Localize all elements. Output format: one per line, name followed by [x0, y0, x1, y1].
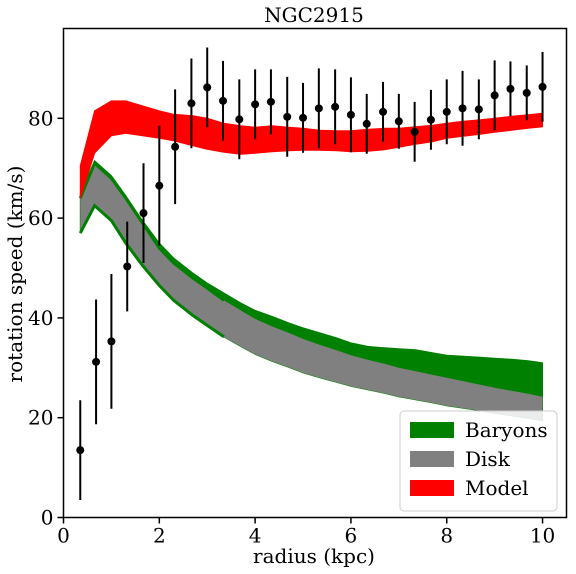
plot-frame — [62, 27, 568, 519]
legend-item: Disk — [410, 447, 511, 471]
data-point — [538, 51, 547, 122]
data-marker — [442, 107, 451, 116]
data-point — [187, 58, 196, 149]
legend: Baryons Disk Model — [399, 410, 558, 512]
data-point — [92, 299, 101, 425]
data-marker — [538, 82, 547, 91]
data-marker — [394, 117, 403, 126]
data-marker — [251, 100, 260, 109]
y-tick-label: 40 — [28, 306, 53, 330]
legend-swatch — [410, 451, 454, 467]
data-point — [458, 70, 467, 146]
chart-title: NGC2915 — [264, 3, 364, 27]
x-tick-label: 10 — [530, 524, 555, 548]
data-marker — [171, 142, 180, 151]
data-point — [506, 61, 515, 117]
data-marker — [187, 99, 196, 108]
data-marker — [522, 88, 531, 97]
x-tick-label: 6 — [345, 524, 358, 548]
data-marker — [299, 113, 308, 122]
legend-label: Model — [465, 476, 529, 500]
data-marker — [506, 84, 515, 93]
y-tick-label: 80 — [28, 106, 53, 130]
data-point — [362, 93, 371, 154]
data-point — [171, 89, 180, 205]
data-marker — [107, 337, 116, 346]
baryons-upper-edge — [78, 160, 225, 302]
data-point — [474, 79, 483, 140]
data-point — [76, 400, 85, 501]
data-point — [379, 81, 388, 142]
data-point — [331, 69, 340, 145]
data-point — [522, 65, 531, 121]
data-marker — [155, 181, 164, 190]
plot-area — [76, 47, 547, 501]
data-point — [123, 221, 132, 312]
data-marker — [235, 115, 244, 124]
legend-swatch — [410, 422, 454, 438]
data-marker — [331, 102, 340, 111]
data-point — [139, 163, 148, 264]
data-point — [235, 79, 244, 160]
data-point — [155, 125, 164, 246]
data-marker — [362, 119, 371, 128]
x-axis-label: radius (kpc) — [253, 544, 375, 568]
y-axis-label: rotation speed (km/s) — [3, 166, 27, 383]
data-marker — [426, 115, 435, 124]
axes: 0 2 4 6 8 10 0 20 40 60 80 — [28, 106, 555, 547]
data-marker — [92, 357, 101, 366]
data-marker — [490, 91, 499, 100]
data-point — [426, 89, 435, 150]
data-point — [107, 273, 116, 409]
data-marker — [346, 110, 355, 119]
data-marker — [379, 107, 388, 116]
x-tick-label: 8 — [440, 524, 453, 548]
legend-swatch — [410, 480, 454, 496]
data-marker — [474, 105, 483, 114]
x-tick-label: 2 — [153, 524, 166, 548]
x-tick-label: 0 — [57, 524, 70, 548]
data-marker — [219, 96, 228, 105]
data-point — [219, 60, 228, 141]
data-marker — [266, 97, 275, 106]
x-tick-label: 4 — [249, 524, 262, 548]
legend-label: Disk — [465, 447, 511, 471]
data-point — [410, 101, 419, 162]
data-point — [442, 79, 451, 145]
data-point — [283, 76, 292, 157]
data-marker — [76, 446, 85, 455]
disk-band — [80, 163, 543, 421]
legend-label: Baryons — [465, 418, 548, 442]
legend-item: Baryons — [410, 418, 548, 442]
data-point — [490, 60, 499, 131]
y-tick-label: 60 — [28, 206, 53, 230]
data-point — [266, 69, 275, 135]
data-point — [299, 82, 308, 153]
data-marker — [410, 127, 419, 136]
y-tick-label: 0 — [41, 506, 54, 530]
data-marker — [139, 209, 148, 218]
baryons-lower-edge — [78, 203, 225, 339]
model-band — [79, 100, 543, 199]
legend-item: Model — [410, 476, 529, 500]
y-tick-label: 20 — [28, 406, 53, 430]
data-point — [394, 93, 403, 149]
data-marker — [314, 104, 323, 113]
data-point — [314, 68, 323, 149]
data-point — [203, 47, 212, 128]
baryons-band — [79, 159, 543, 422]
data-marker — [203, 83, 212, 92]
data-marker — [458, 104, 467, 113]
data-marker — [123, 262, 132, 271]
data-point — [251, 69, 260, 140]
data-point — [346, 77, 355, 153]
data-marker — [283, 112, 292, 121]
